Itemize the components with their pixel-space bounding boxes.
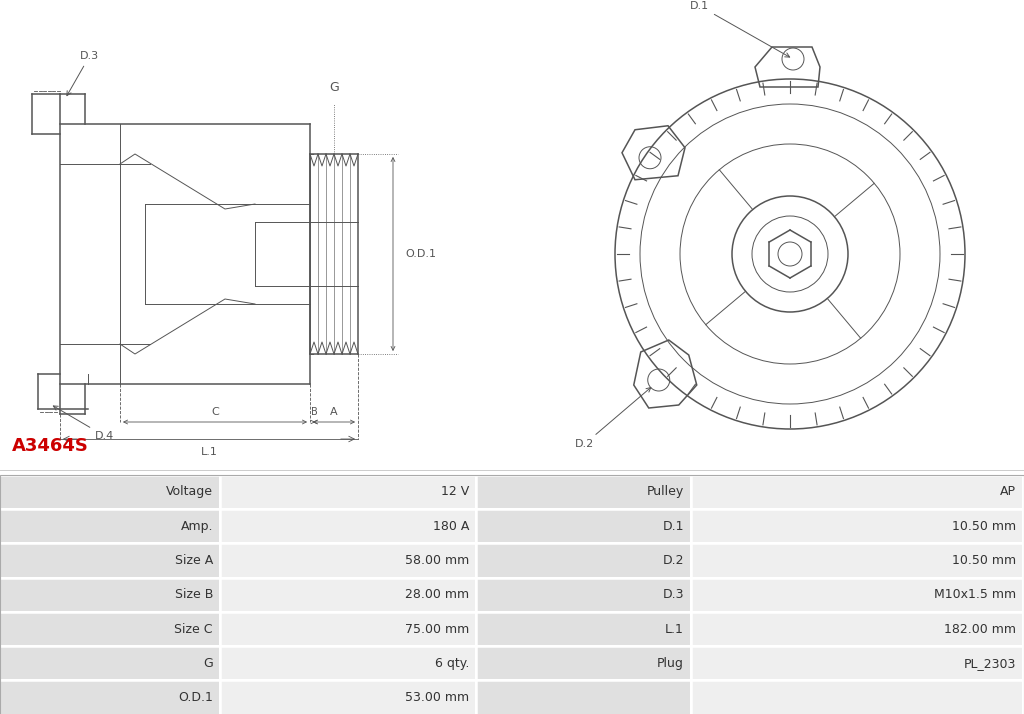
Text: 28.00 mm: 28.00 mm xyxy=(404,588,469,601)
Text: B: B xyxy=(310,407,317,417)
Bar xyxy=(692,510,1022,543)
Text: 180 A: 180 A xyxy=(432,520,469,533)
Bar xyxy=(1,647,219,680)
Bar xyxy=(477,613,690,645)
Text: Size A: Size A xyxy=(175,554,213,567)
Text: 53.00 mm: 53.00 mm xyxy=(404,691,469,704)
Text: D.4: D.4 xyxy=(53,406,115,441)
Bar xyxy=(1,681,219,714)
Text: O.D.1: O.D.1 xyxy=(406,249,436,259)
Text: PL_2303: PL_2303 xyxy=(964,657,1016,670)
Bar xyxy=(221,578,475,611)
Bar xyxy=(477,476,690,508)
Bar xyxy=(1,613,219,645)
Bar xyxy=(221,510,475,543)
Text: G: G xyxy=(203,657,213,670)
Text: D.2: D.2 xyxy=(575,388,651,449)
Text: 75.00 mm: 75.00 mm xyxy=(404,623,469,635)
Text: Amp.: Amp. xyxy=(180,520,213,533)
Text: Size C: Size C xyxy=(174,623,213,635)
Text: M10x1.5 mm: M10x1.5 mm xyxy=(934,588,1016,601)
Bar xyxy=(692,476,1022,508)
Bar xyxy=(1,476,219,508)
Text: A3464S: A3464S xyxy=(12,437,89,455)
Text: L.1: L.1 xyxy=(201,447,217,457)
Bar xyxy=(477,647,690,680)
Bar xyxy=(0,475,1024,714)
Text: Size B: Size B xyxy=(175,588,213,601)
Bar xyxy=(692,578,1022,611)
Text: 10.50 mm: 10.50 mm xyxy=(952,520,1016,533)
Text: AP: AP xyxy=(1000,486,1016,498)
Bar xyxy=(477,544,690,577)
Text: L.1: L.1 xyxy=(666,623,684,635)
Bar xyxy=(692,681,1022,714)
Bar xyxy=(221,647,475,680)
Text: Pulley: Pulley xyxy=(647,486,684,498)
Text: D.1: D.1 xyxy=(663,520,684,533)
Bar xyxy=(1,578,219,611)
Text: D.3: D.3 xyxy=(67,51,99,96)
Text: 58.00 mm: 58.00 mm xyxy=(404,554,469,567)
Bar xyxy=(221,613,475,645)
Text: O.D.1: O.D.1 xyxy=(178,691,213,704)
Bar xyxy=(477,681,690,714)
Bar xyxy=(477,578,690,611)
Text: D.2: D.2 xyxy=(663,554,684,567)
Bar xyxy=(221,681,475,714)
Text: 182.00 mm: 182.00 mm xyxy=(944,623,1016,635)
Bar xyxy=(1,544,219,577)
Text: 6 qty.: 6 qty. xyxy=(434,657,469,670)
Bar xyxy=(221,544,475,577)
Bar xyxy=(1,510,219,543)
Text: C: C xyxy=(211,407,219,417)
Text: D.3: D.3 xyxy=(663,588,684,601)
Bar xyxy=(692,613,1022,645)
Text: Plug: Plug xyxy=(657,657,684,670)
Text: 12 V: 12 V xyxy=(440,486,469,498)
Bar xyxy=(692,544,1022,577)
Text: Voltage: Voltage xyxy=(166,486,213,498)
Text: A: A xyxy=(330,407,338,417)
Text: D.1: D.1 xyxy=(690,1,790,57)
Bar xyxy=(692,647,1022,680)
Text: G: G xyxy=(329,81,339,94)
Bar xyxy=(477,510,690,543)
Text: 10.50 mm: 10.50 mm xyxy=(952,554,1016,567)
Bar xyxy=(221,476,475,508)
